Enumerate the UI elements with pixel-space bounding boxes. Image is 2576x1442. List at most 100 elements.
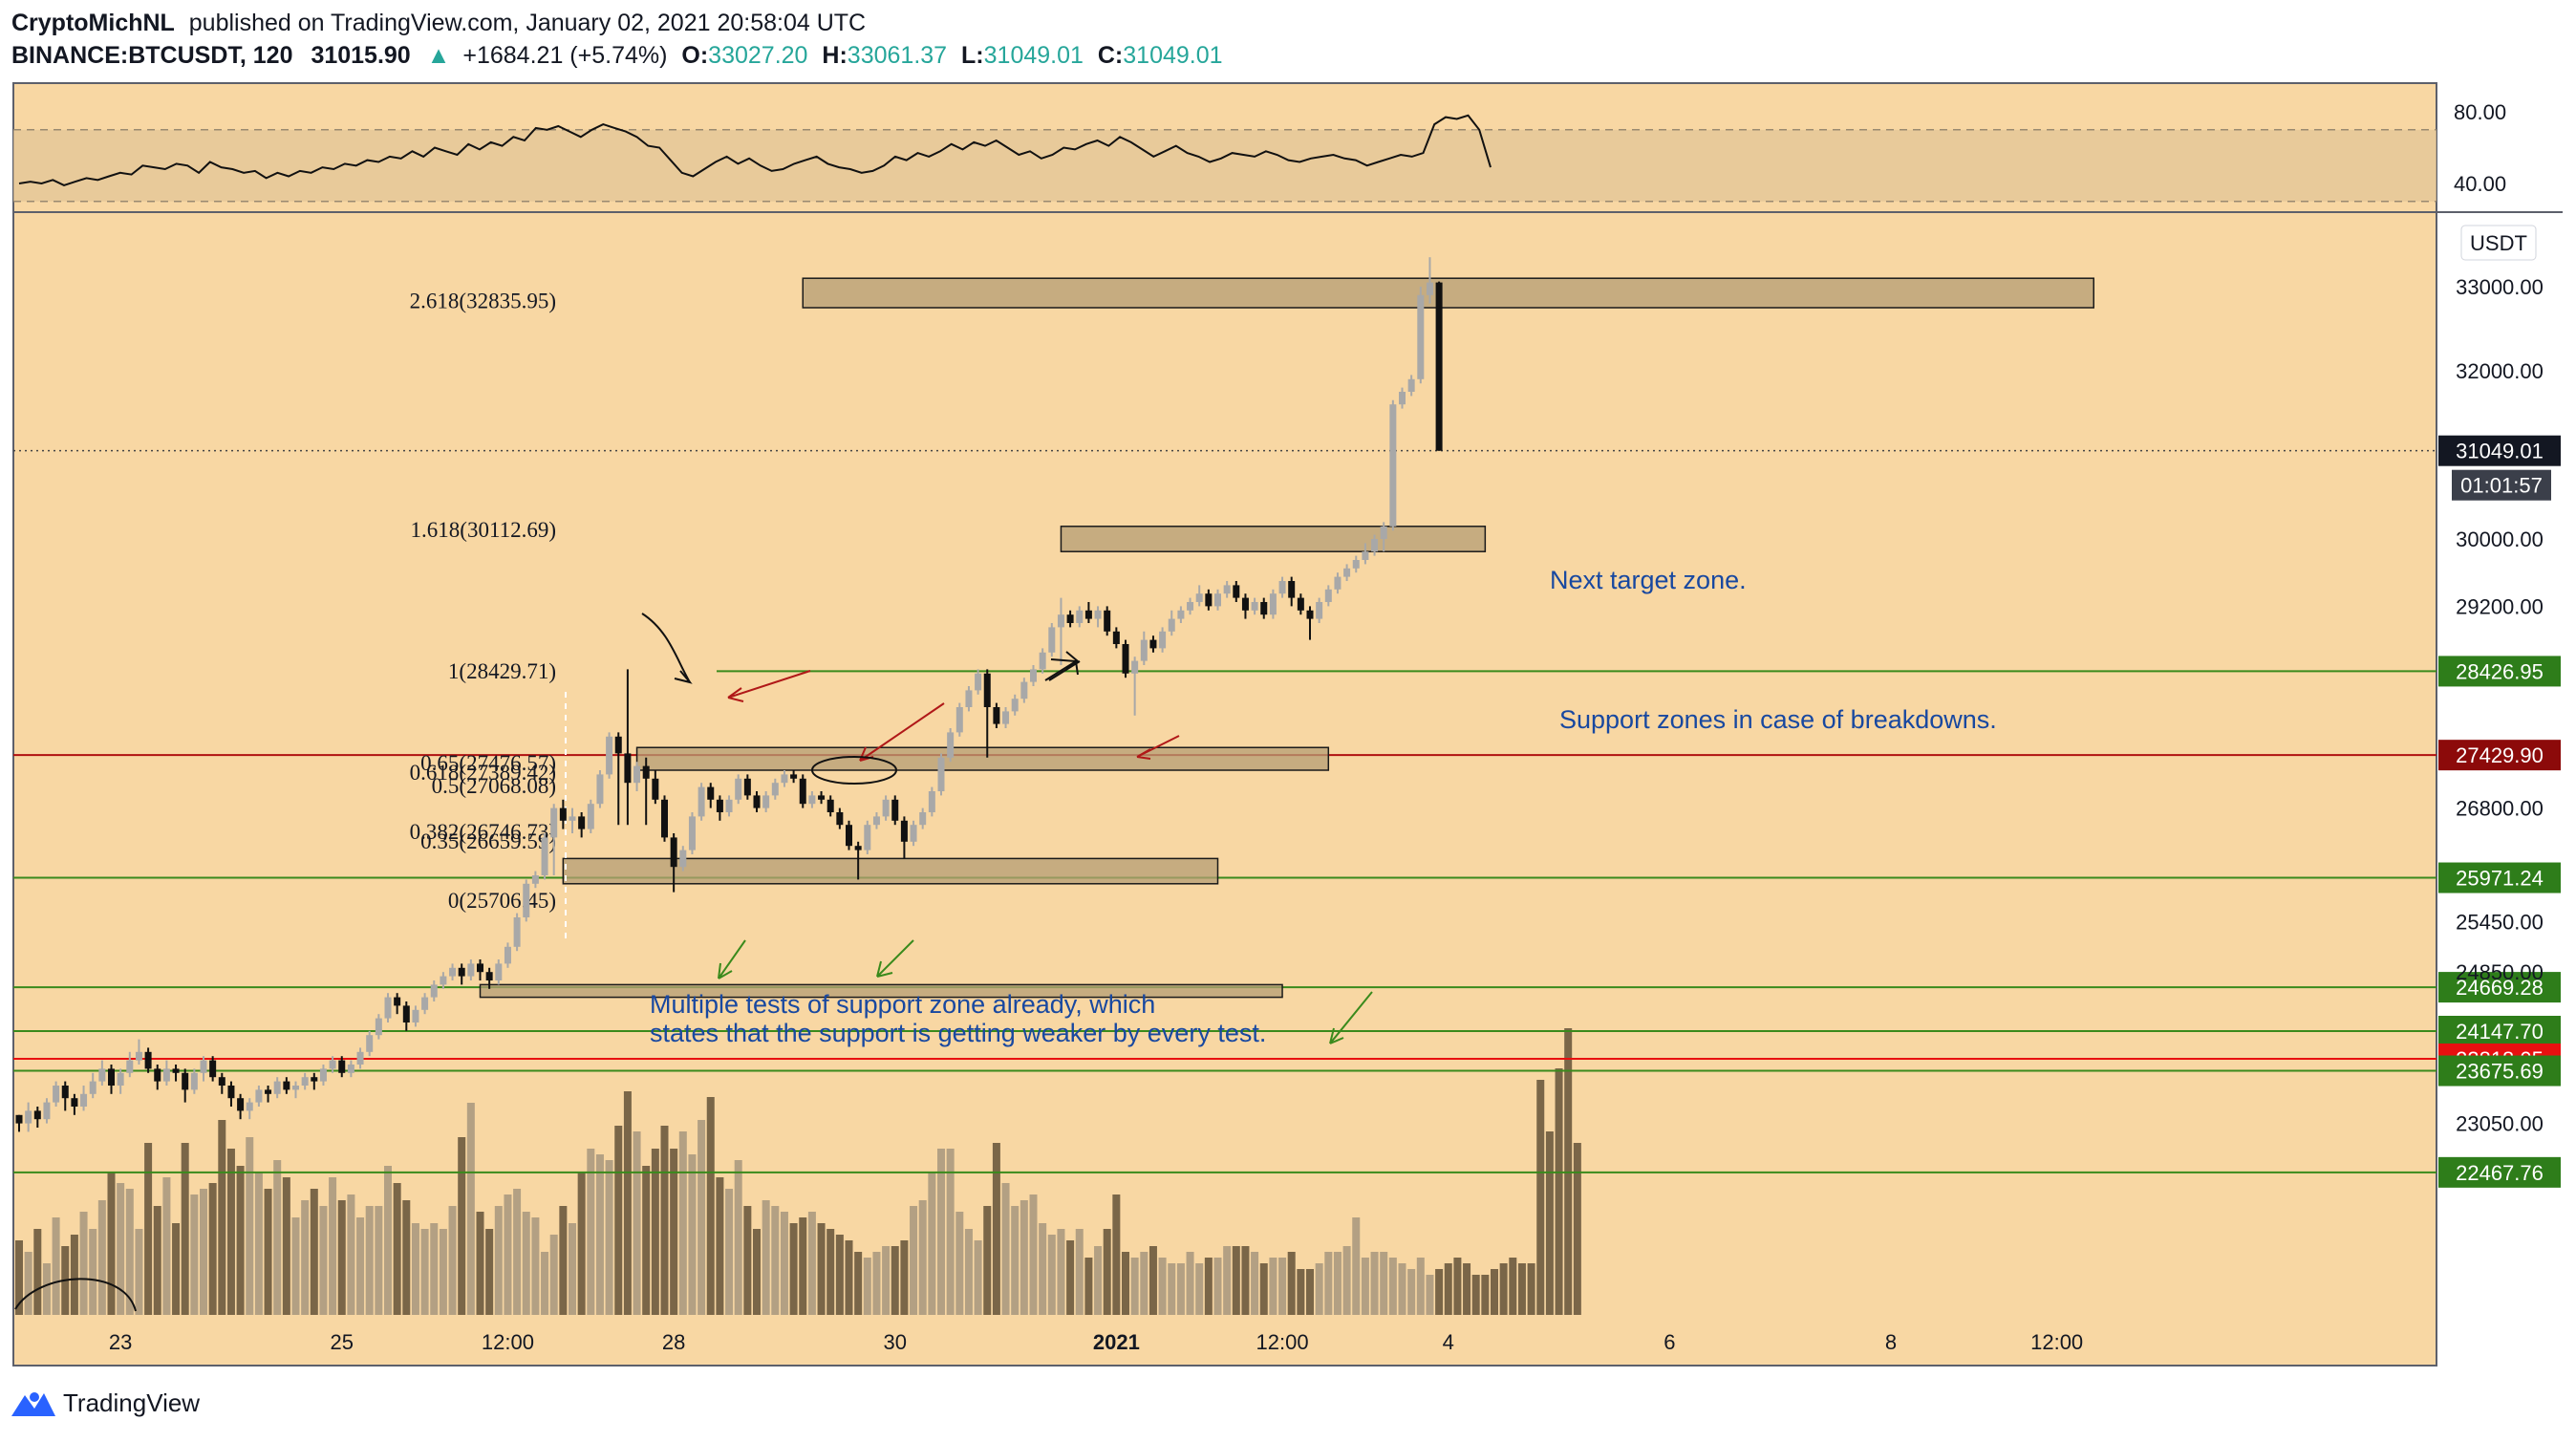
candle-body bbox=[162, 1068, 170, 1082]
volume-bar bbox=[992, 1143, 1000, 1315]
rsi-band bbox=[13, 129, 2436, 202]
candle-body bbox=[1039, 652, 1046, 670]
ellipse-arc bbox=[14, 1278, 137, 1312]
candle-body bbox=[1278, 581, 1286, 594]
candle-body bbox=[1297, 597, 1304, 611]
candle-body bbox=[642, 765, 650, 779]
candle-body bbox=[1260, 602, 1268, 615]
candle-body bbox=[394, 997, 401, 1006]
green-arrow-icon bbox=[718, 939, 746, 979]
candle-body bbox=[937, 757, 945, 791]
volume-bar bbox=[494, 1206, 503, 1315]
volume-bar bbox=[301, 1200, 310, 1315]
fib-level-label: 1(28429.71) bbox=[448, 659, 556, 683]
volume-bar bbox=[799, 1217, 807, 1315]
volume-bar bbox=[549, 1235, 558, 1315]
fib-retracement: 2.618(32835.95) 1.618(30112.69) 1(28429.71… bbox=[410, 289, 567, 940]
candle-body bbox=[919, 812, 927, 826]
published-text: published on TradingView.com, January 02… bbox=[189, 10, 866, 36]
open-value: 33027.20 bbox=[708, 42, 807, 69]
low-value: 31049.01 bbox=[984, 42, 1084, 69]
volume-bar bbox=[393, 1183, 401, 1315]
candle-body bbox=[1426, 282, 1433, 295]
volume-bar bbox=[1269, 1258, 1277, 1315]
volume-bar bbox=[725, 1189, 734, 1315]
volume-bar bbox=[347, 1194, 355, 1315]
candle-body bbox=[1168, 618, 1175, 632]
candle-body bbox=[1251, 602, 1258, 611]
volume-bar bbox=[319, 1206, 328, 1315]
volume-bar bbox=[743, 1206, 752, 1315]
volume-bar bbox=[1278, 1258, 1287, 1315]
candle-body bbox=[900, 820, 908, 842]
volume-bar bbox=[291, 1217, 300, 1315]
candle-body bbox=[1288, 581, 1296, 598]
volume-bar bbox=[845, 1240, 853, 1315]
candle-body bbox=[743, 778, 751, 796]
volume-bar bbox=[1251, 1252, 1259, 1315]
candle-body bbox=[98, 1068, 106, 1082]
volume-bar bbox=[15, 1240, 23, 1315]
candle-body bbox=[1084, 610, 1092, 619]
volume-bar bbox=[1491, 1269, 1498, 1315]
zone-box bbox=[479, 983, 1283, 999]
currency-box[interactable] bbox=[2460, 225, 2537, 261]
tradingview-logo-icon[interactable] bbox=[11, 1392, 55, 1416]
volume-bar bbox=[504, 1194, 512, 1315]
price-tick-label: 24850.00 bbox=[2456, 960, 2544, 984]
volume-bar bbox=[1315, 1263, 1323, 1315]
candle-body bbox=[993, 707, 1000, 724]
volume-bar bbox=[1416, 1258, 1425, 1315]
volume-bar bbox=[1001, 1183, 1010, 1315]
fib-level-label: 1.618(30112.69) bbox=[411, 518, 556, 542]
volume-bar bbox=[983, 1206, 992, 1315]
candle-body bbox=[1112, 631, 1120, 644]
note-multiple-tests-2: states that the support is getting weake… bbox=[650, 1019, 1266, 1047]
candle-body bbox=[265, 1089, 272, 1094]
price-line-label: 24147.70 bbox=[2456, 1020, 2544, 1044]
volume-bar bbox=[337, 1200, 346, 1315]
volume-bar bbox=[1029, 1194, 1038, 1315]
candle-body bbox=[661, 799, 668, 838]
candle-body bbox=[569, 816, 576, 821]
candle-body bbox=[578, 816, 586, 829]
volume-bar bbox=[807, 1212, 816, 1315]
candle-body bbox=[1352, 560, 1360, 569]
candle-body bbox=[790, 774, 798, 779]
candle-body bbox=[458, 967, 465, 977]
candle-body bbox=[172, 1068, 180, 1073]
volume-bar bbox=[706, 1097, 715, 1315]
volume-bar bbox=[144, 1143, 153, 1315]
volume-bar bbox=[402, 1200, 411, 1315]
candle-body bbox=[1223, 585, 1231, 594]
volume-bar bbox=[670, 1149, 678, 1315]
candle-body bbox=[1380, 526, 1387, 539]
last-price-label: 31049.01 bbox=[2456, 440, 2544, 463]
candle-body bbox=[614, 736, 622, 754]
note-support-zones: Support zones in case of breakdowns. bbox=[1559, 705, 1997, 734]
candle-body bbox=[735, 778, 742, 800]
volume-bar bbox=[569, 1223, 576, 1315]
volume-bar bbox=[698, 1120, 706, 1315]
volume-bar bbox=[42, 1263, 51, 1315]
candle-body bbox=[154, 1068, 161, 1082]
volume-bar bbox=[448, 1206, 457, 1315]
fib-level-label: 0.5(27068.08) bbox=[432, 774, 556, 798]
candle-body bbox=[864, 825, 871, 850]
volume-bar bbox=[633, 1131, 641, 1315]
volume-bar bbox=[356, 1217, 365, 1315]
candle-body bbox=[1407, 378, 1415, 392]
candle-body bbox=[1371, 539, 1379, 552]
volume-bar bbox=[541, 1252, 549, 1315]
volume-bar bbox=[1435, 1269, 1444, 1315]
candle-body bbox=[523, 883, 530, 917]
volume-bar bbox=[753, 1229, 761, 1315]
note-multiple-tests-1: Multiple tests of support zone already, … bbox=[650, 990, 1155, 1019]
volume-bar bbox=[789, 1223, 798, 1315]
candle-body bbox=[1205, 593, 1213, 607]
candle-body bbox=[624, 753, 632, 784]
volume-bar bbox=[642, 1166, 651, 1315]
volume-bar bbox=[1084, 1258, 1093, 1315]
volume-bar bbox=[420, 1229, 429, 1315]
